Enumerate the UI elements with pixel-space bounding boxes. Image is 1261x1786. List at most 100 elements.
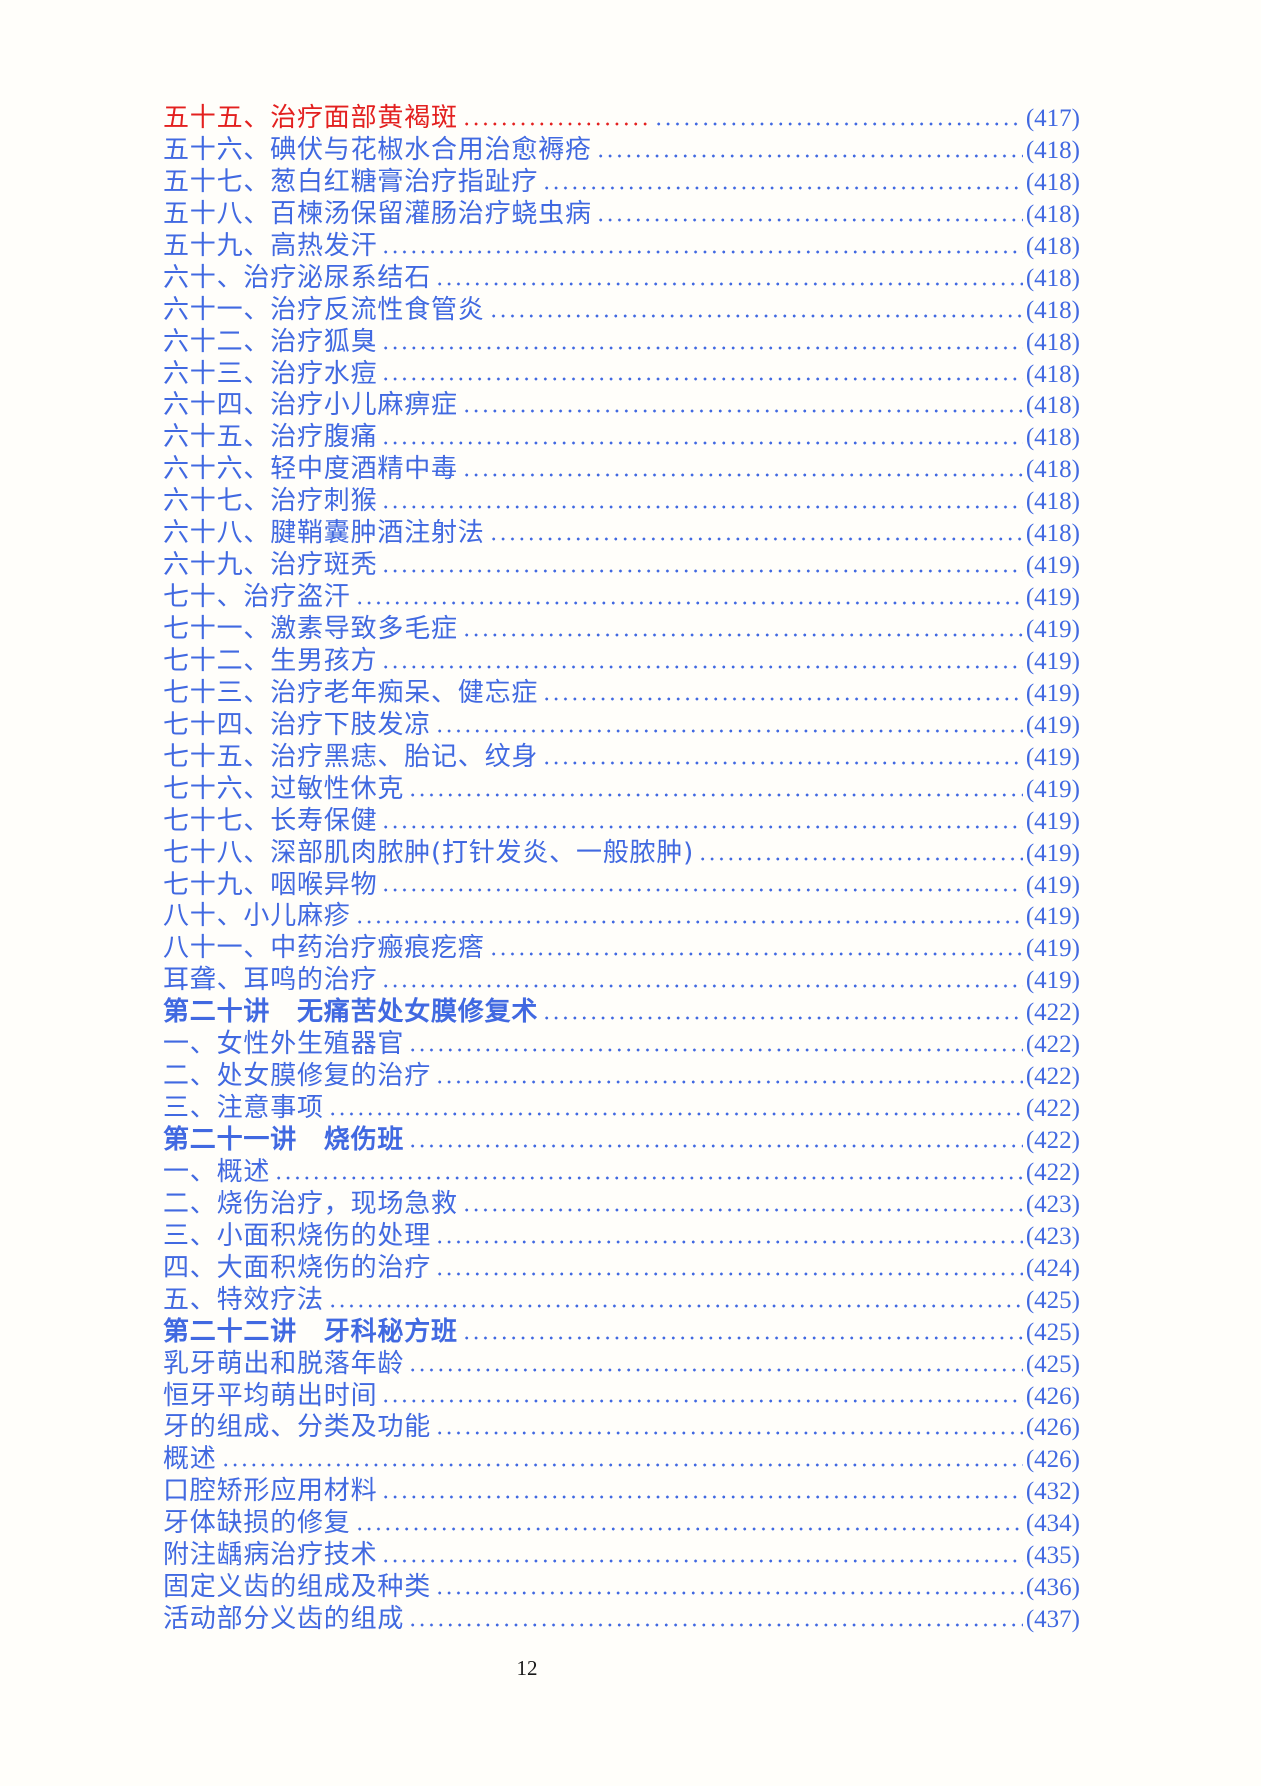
toc-entry[interactable]: 七十六、过敏性休克 (419): [163, 773, 1080, 806]
toc-entry-page: (418): [1025, 136, 1080, 164]
toc-entry-title: 牙体缺损的修复: [163, 1508, 351, 1539]
toc-entry[interactable]: 六十五、治疗腹痛 (418): [163, 422, 1080, 455]
toc-entry-title: 七十八、深部肌肉脓肿(打针发炎、一般脓肿): [163, 837, 695, 868]
toc-entry[interactable]: 二、烧伤治疗，现场急救 (423): [163, 1188, 1080, 1221]
toc-entry[interactable]: 固定义齿的组成及种类 (436): [163, 1572, 1080, 1605]
toc-entry[interactable]: 七十四、治疗下肢发凉 (419): [163, 709, 1080, 742]
toc-entry-title: 八十、小儿麻疹: [163, 901, 351, 932]
toc-entry-page: (419): [1025, 647, 1080, 675]
toc-entry-page: (422): [1025, 1158, 1080, 1186]
toc-entry[interactable]: 七十八、深部肌肉脓肿(打针发炎、一般脓肿) (419): [163, 837, 1080, 870]
dot-leader: [651, 103, 1023, 135]
toc-entry[interactable]: 七十一、激素导致多毛症 (419): [163, 614, 1080, 646]
toc-entry[interactable]: 第二十讲 无痛苦处女膜修复术 (422): [163, 997, 1080, 1030]
toc-entry-page: (419): [1025, 839, 1080, 867]
toc-entry[interactable]: 附注龋病治疗技术 (435): [163, 1540, 1080, 1573]
dot-leader: [379, 1476, 1023, 1509]
toc-entry[interactable]: 一、女性外生殖器官 (422): [163, 1029, 1080, 1062]
dot-leader: [379, 358, 1023, 391]
toc-entry-title: 六十四、治疗小儿麻痹症: [163, 390, 458, 421]
dot-leader: [486, 933, 1023, 966]
toc-entry[interactable]: 六十八、腱鞘囊肿酒注射法 (418): [163, 518, 1080, 551]
toc-entry[interactable]: 五十九、高热发汗 (418): [163, 230, 1080, 263]
toc-entry-title: 固定义齿的组成及种类: [163, 1572, 432, 1603]
dot-leader: [433, 1061, 1023, 1094]
dot-leader: [696, 837, 1023, 870]
dot-leader: [433, 1220, 1023, 1253]
toc-entry[interactable]: 七十五、治疗黑痣、胎记、纹身 (419): [163, 741, 1080, 774]
toc-entry[interactable]: 第二十一讲 烧伤班 (422): [163, 1125, 1080, 1157]
toc-entry[interactable]: 五十八、百楝汤保留灌肠治疗蛲虫病 (418): [163, 198, 1080, 231]
toc-entry-title: 七十五、治疗黑痣、胎记、纹身: [163, 741, 539, 772]
table-of-contents: 五十五、治疗面部黄褐斑 (417) 五十六、碘伏与花椒水合用治愈褥疮 (418) 五十七…: [163, 103, 1080, 1636]
toc-entry[interactable]: 耳聋、耳鸣的治疗 (419): [163, 965, 1080, 998]
toc-entry-page: (426): [1025, 1446, 1080, 1474]
toc-entry[interactable]: 六十二、治疗狐臭 (418): [163, 326, 1080, 359]
toc-entry-page: (434): [1025, 1510, 1080, 1538]
toc-entry[interactable]: 七十三、治疗老年痴呆、健忘症 (419): [163, 677, 1080, 710]
toc-entry[interactable]: 七十七、长寿保健 (419): [163, 805, 1080, 838]
toc-entry-page: (422): [1025, 1095, 1080, 1123]
toc-entry[interactable]: 六十六、轻中度酒精中毒 (418): [163, 454, 1080, 487]
dot-leader: [379, 1540, 1023, 1573]
toc-entry[interactable]: 口腔矫形应用材料 (432): [163, 1476, 1080, 1509]
toc-entry[interactable]: 六十、治疗泌尿系结石 (418): [163, 262, 1080, 295]
toc-entry-page: (437): [1025, 1606, 1080, 1634]
toc-entry[interactable]: 六十四、治疗小儿麻痹症 (418): [163, 390, 1080, 423]
toc-entry[interactable]: 六十三、治疗水痘 (418): [163, 358, 1080, 391]
toc-entry[interactable]: 七十九、咽喉异物 (419): [163, 869, 1080, 902]
toc-entry-title: 第二十讲 无痛苦处女膜修复术: [163, 997, 539, 1028]
dot-leader: [540, 677, 1023, 710]
toc-entry[interactable]: 四、大面积烧伤的治疗 (424): [163, 1252, 1080, 1285]
dot-leader: [459, 614, 1023, 646]
toc-entry[interactable]: 概述 (426): [163, 1444, 1080, 1477]
toc-entry-page: (426): [1025, 1382, 1080, 1410]
toc-entry-page: (419): [1025, 967, 1080, 995]
toc-entry[interactable]: 三、注意事项 (422): [163, 1093, 1080, 1125]
dot-leader: [406, 1604, 1023, 1636]
toc-entry[interactable]: 五十五、治疗面部黄褐斑 (417): [163, 103, 1080, 135]
dot-leader: [379, 326, 1023, 359]
toc-entry-page: (419): [1025, 903, 1080, 931]
toc-entry[interactable]: 五十六、碘伏与花椒水合用治愈褥疮 (418): [163, 134, 1080, 167]
toc-entry-title: 五十七、葱白红糖膏治疗指趾疗: [163, 166, 539, 197]
toc-entry[interactable]: 牙的组成、分类及功能 (426): [163, 1412, 1080, 1445]
dot-leader: [352, 1508, 1023, 1541]
toc-entry[interactable]: 三、小面积烧伤的处理 (423): [163, 1220, 1080, 1253]
toc-entry[interactable]: 恒牙平均萌出时间 (426): [163, 1380, 1080, 1413]
dot-leader: [379, 550, 1023, 583]
toc-entry[interactable]: 第二十二讲 牙科秘方班 (425): [163, 1316, 1080, 1349]
toc-entry[interactable]: 乳牙萌出和脱落年龄 (425): [163, 1348, 1080, 1381]
toc-entry[interactable]: 二、处女膜修复的治疗 (422): [163, 1061, 1080, 1094]
toc-entry[interactable]: 六十九、治疗斑秃 (419): [163, 550, 1080, 583]
toc-entry[interactable]: 八十一、中药治疗瘢痕疙瘩 (419): [163, 933, 1080, 966]
toc-entry-page: (422): [1025, 999, 1080, 1027]
toc-entry[interactable]: 一、概述 (422): [163, 1156, 1080, 1189]
toc-entry-page: (435): [1025, 1542, 1080, 1570]
toc-entry[interactable]: 八十、小儿麻疹 (419): [163, 901, 1080, 934]
toc-entry-title: 三、小面积烧伤的处理: [163, 1220, 432, 1251]
toc-entry-page: (418): [1025, 392, 1080, 420]
toc-entry-title: 附注龋病治疗技术: [163, 1540, 378, 1571]
dot-leader: [593, 134, 1023, 167]
dot-leader: [379, 805, 1023, 838]
toc-entry[interactable]: 七十、治疗盗汗 (419): [163, 582, 1080, 614]
dot-leader: [379, 965, 1023, 998]
toc-entry-page: (419): [1025, 679, 1080, 707]
toc-entry[interactable]: 七十二、生男孩方 (419): [163, 645, 1080, 678]
dot-leader: [459, 454, 1023, 487]
page-footer-number: 12: [516, 1656, 538, 1680]
toc-entry[interactable]: 牙体缺损的修复 (434): [163, 1508, 1080, 1541]
toc-entry-title: 六十三、治疗水痘: [163, 358, 378, 389]
toc-entry[interactable]: 五十七、葱白红糖膏治疗指趾疗 (418): [163, 166, 1080, 199]
toc-entry[interactable]: 六十七、治疗刺猴 (418): [163, 486, 1080, 519]
toc-entry[interactable]: 六十一、治疗反流性食管炎 (418): [163, 294, 1080, 327]
toc-entry[interactable]: 活动部分义齿的组成 (437): [163, 1604, 1080, 1636]
toc-entry-page: (436): [1025, 1574, 1080, 1602]
toc-entry-title: 六十九、治疗斑秃: [163, 550, 378, 581]
toc-entry-title: 六十二、治疗狐臭: [163, 326, 378, 357]
dot-leader: [352, 582, 1023, 614]
dot-leader: [379, 486, 1023, 519]
toc-entry[interactable]: 五、特效疗法 (425): [163, 1284, 1080, 1317]
